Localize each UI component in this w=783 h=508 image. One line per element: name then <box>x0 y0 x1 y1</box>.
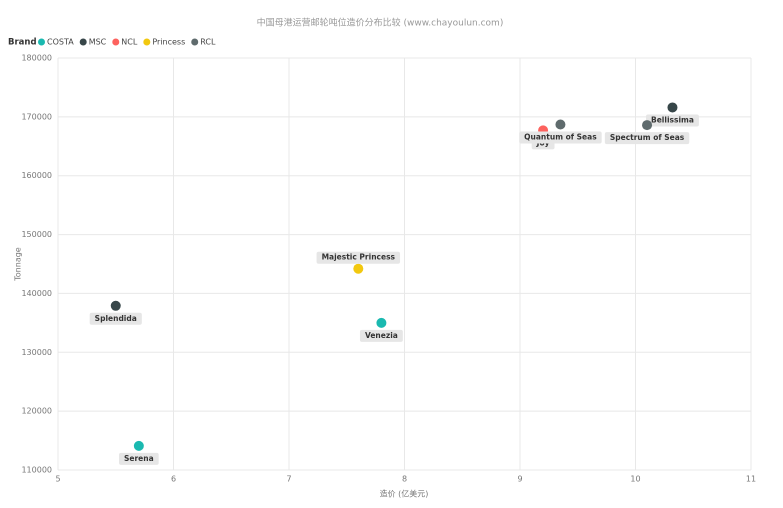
legend-marker <box>38 38 45 46</box>
legend-marker <box>191 38 199 46</box>
point <box>133 440 144 451</box>
point <box>555 119 566 130</box>
legend-label: Princess <box>152 38 185 47</box>
label-bg <box>519 131 602 144</box>
y-tick-label: 110000 <box>21 466 52 475</box>
y-tick-label: 120000 <box>21 407 52 416</box>
point-label: Bellissima <box>651 115 694 124</box>
label-bg <box>604 132 690 145</box>
x-tick-label: 10 <box>630 475 640 484</box>
y-tick-label: 140000 <box>21 289 52 298</box>
legend-label: RCL <box>200 38 216 47</box>
legend-title: Brand <box>8 38 37 48</box>
label-bg <box>359 329 403 342</box>
legend-marker <box>143 38 151 46</box>
y-axis-label: Tonnage <box>14 247 23 282</box>
y-tick-label: 130000 <box>21 348 52 357</box>
x-axis-label: 造价 (亿美元) <box>380 489 429 499</box>
x-tick-label: 11 <box>746 475 756 484</box>
chart-title: 中国母港运营邮轮吨位造价分布比较 (www.chayoulun.com) <box>257 17 504 29</box>
point-label: Majestic Princess <box>322 253 396 262</box>
point <box>353 263 364 274</box>
x-tick-label: 6 <box>171 475 176 484</box>
label-bg <box>89 312 142 325</box>
legend-label: MSC <box>89 38 107 47</box>
y-tick-label: 170000 <box>21 112 52 121</box>
x-tick-label: 9 <box>517 475 522 484</box>
label-bg <box>119 452 159 465</box>
point-label: Splendida <box>95 314 137 323</box>
point-label: Quantum of Seas <box>524 133 597 142</box>
point-label: Serena <box>124 454 154 463</box>
x-tick-label: 5 <box>55 475 60 484</box>
legend-label: NCL <box>121 38 138 47</box>
point <box>110 300 121 311</box>
point-label: Spectrum of Seas <box>610 133 685 142</box>
x-tick-label: 8 <box>402 475 407 484</box>
legend-label: COSTA <box>47 38 74 47</box>
label-bg <box>646 114 699 127</box>
y-tick-label: 160000 <box>21 171 52 180</box>
legend-marker <box>79 38 87 46</box>
point <box>667 102 678 113</box>
x-tick-label: 7 <box>286 475 291 484</box>
y-tick-label: 180000 <box>21 54 52 63</box>
point <box>376 317 387 328</box>
label-bg <box>316 251 401 264</box>
point <box>642 120 653 131</box>
point-label: Venezia <box>365 331 398 340</box>
y-tick-label: 150000 <box>21 230 52 239</box>
legend-marker <box>112 38 120 46</box>
